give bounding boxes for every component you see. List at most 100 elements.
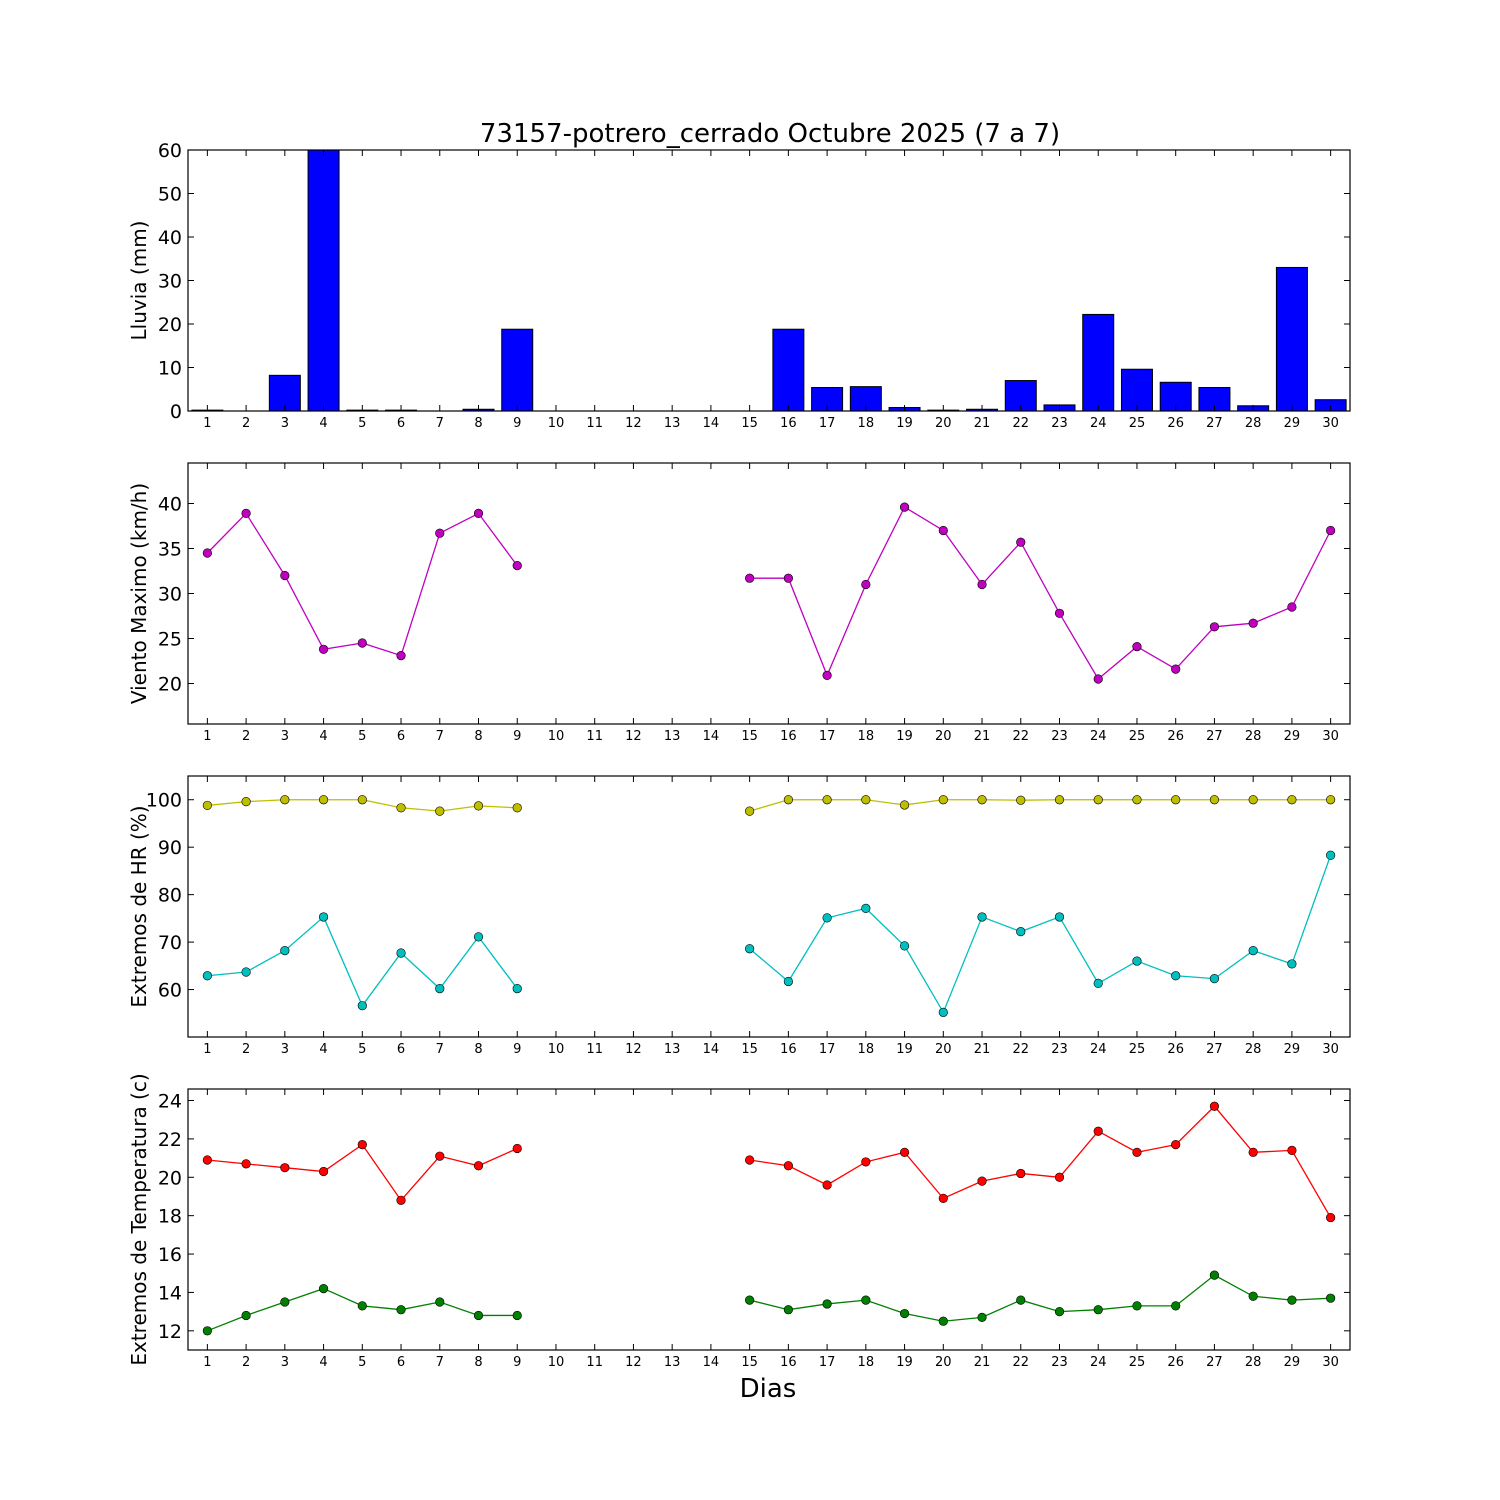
point-series-2-day-7 [435, 983, 445, 994]
point-series-1-day-25 [1132, 795, 1142, 805]
x-tick-label: 16 [780, 416, 797, 431]
y-tick-label: 24 [158, 1091, 182, 1113]
point-series-1-day-8 [473, 1161, 484, 1171]
y-tick-label: 20 [158, 1167, 182, 1189]
point-series-1-day-2 [241, 1159, 251, 1169]
x-tick-label: 7 [436, 1042, 444, 1057]
point-series-2-day-22 [1016, 927, 1026, 937]
x-tick-label: 18 [858, 729, 875, 744]
bar-day-24 [1082, 313, 1115, 412]
x-tick-label: 6 [397, 1355, 405, 1370]
point-series-2-day-6 [396, 1305, 406, 1315]
point-series-2-day-26 [1171, 1301, 1181, 1311]
x-tick-label: 13 [664, 1042, 681, 1057]
point-series-1-day-1 [202, 1155, 212, 1165]
x-tick-label: 19 [896, 416, 913, 431]
point-series-2-day-28 [1248, 1291, 1258, 1301]
x-tick-label: 5 [358, 416, 366, 431]
x-tick-label: 19 [896, 1042, 913, 1057]
axes-frame [187, 462, 1351, 725]
x-tick-label: 21 [974, 1042, 991, 1057]
point-series-1-day-9 [512, 560, 522, 571]
x-tick-label: 4 [319, 1042, 327, 1057]
x-tick-label: 20 [935, 1355, 952, 1370]
x-tick-label: 7 [436, 729, 444, 744]
point-series-1-day-1 [202, 800, 212, 811]
x-tick-label: 9 [513, 1355, 521, 1370]
point-series-2-day-18 [861, 1295, 871, 1305]
point-series-1-day-23 [1054, 795, 1065, 805]
x-tick-label: 22 [1012, 729, 1029, 744]
point-series-1-day-5 [357, 638, 367, 648]
x-tick-label: 22 [1012, 416, 1029, 431]
x-tick-label: 8 [474, 416, 482, 431]
point-series-1-day-30 [1326, 795, 1336, 805]
point-series-1-day-27 [1209, 622, 1220, 632]
x-tick-label: 8 [474, 729, 482, 744]
x-tick-label: 4 [319, 729, 327, 744]
bar-day-9 [501, 328, 534, 412]
point-series-1-day-22 [1016, 537, 1026, 547]
point-series-1-day-29 [1287, 795, 1297, 805]
x-tick-label: 15 [741, 729, 758, 744]
point-series-1-day-18 [861, 1157, 871, 1167]
point-series-1-day-26 [1171, 795, 1181, 805]
x-tick-label: 10 [548, 416, 565, 431]
point-series-2-day-25 [1132, 956, 1142, 966]
x-tick-label: 24 [1090, 1355, 1107, 1370]
x-tick-label: 16 [780, 1042, 797, 1057]
point-series-1-day-24 [1093, 674, 1103, 684]
x-tick-label: 8 [474, 1042, 482, 1057]
x-tick-label: 19 [896, 1355, 913, 1370]
bar-day-16 [772, 328, 805, 412]
x-tick-label: 17 [819, 729, 836, 744]
point-series-2-day-16 [783, 976, 793, 987]
point-series-2-day-17 [822, 1299, 832, 1309]
point-series-1-day-9 [512, 1143, 522, 1154]
point-series-1-day-4 [318, 644, 329, 654]
y-axis-label: Extremos de HR (%) [127, 805, 151, 1007]
x-tick-label: 23 [1051, 1355, 1068, 1370]
point-series-2-day-15 [745, 1295, 755, 1305]
point-series-1-day-6 [396, 803, 406, 813]
point-series-1-day-27 [1209, 795, 1220, 805]
x-tick-label: 13 [664, 416, 681, 431]
x-tick-label: 21 [974, 416, 991, 431]
x-tick-label: 10 [548, 729, 565, 744]
point-series-1-day-17 [822, 670, 832, 681]
x-tick-label: 26 [1167, 729, 1184, 744]
point-series-1-day-27 [1209, 1101, 1220, 1111]
x-tick-label: 27 [1206, 1355, 1223, 1370]
x-tick-label: 21 [974, 1355, 991, 1370]
series-line-1-segment-2 [749, 1105, 1332, 1218]
chart-title: 73157-potrero_cerrado Octubre 2025 (7 a … [480, 119, 1060, 149]
y-tick-label: 16 [158, 1244, 182, 1266]
point-series-1-day-28 [1248, 1147, 1258, 1157]
x-tick-label: 11 [586, 729, 603, 744]
x-tick-label: 5 [358, 1042, 366, 1057]
x-tick-label: 12 [625, 729, 642, 744]
x-tick-label: 25 [1129, 729, 1146, 744]
x-tick-label: 30 [1322, 416, 1339, 431]
point-series-1-day-5 [357, 1140, 367, 1150]
x-tick-label: 1 [203, 729, 211, 744]
y-tick-label: 18 [158, 1206, 182, 1228]
point-series-2-day-1 [202, 971, 212, 981]
x-tick-label: 15 [741, 1042, 758, 1057]
point-series-2-day-21 [977, 1312, 987, 1322]
y-tick-label: 0 [170, 401, 182, 423]
point-series-1-day-6 [396, 1195, 406, 1205]
series-line-1-segment-2 [749, 799, 1331, 812]
point-series-1-day-30 [1326, 1212, 1336, 1223]
x-tick-label: 25 [1129, 1355, 1146, 1370]
series-line-1-segment-1 [207, 1143, 518, 1202]
point-series-2-day-1 [202, 1326, 212, 1336]
bar-day-25 [1120, 368, 1153, 412]
y-axis-label: Viento Maximo (km/h) [127, 483, 151, 704]
point-series-1-day-26 [1171, 1140, 1181, 1150]
x-tick-label: 3 [281, 1355, 289, 1370]
point-series-2-day-19 [899, 941, 910, 951]
x-tick-label: 1 [203, 1355, 211, 1370]
